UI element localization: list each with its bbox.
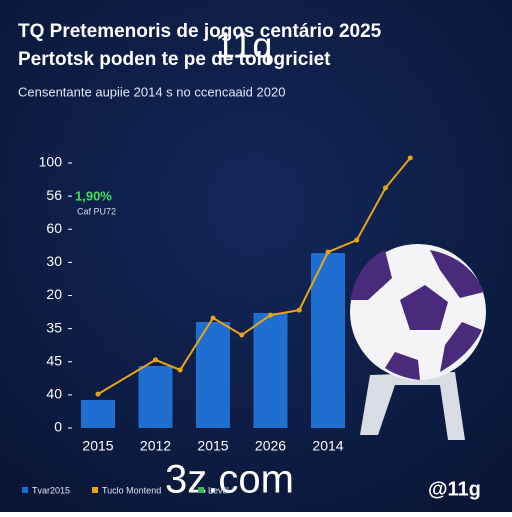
watermark: 3z.com: [165, 458, 294, 502]
bar: [196, 322, 230, 428]
y-tick-label: 56: [46, 187, 62, 203]
watermark: @11g: [428, 478, 481, 500]
line-point: [383, 185, 388, 191]
y-tick-label: 45: [46, 352, 62, 368]
line-point: [407, 155, 413, 161]
bar: [81, 399, 115, 428]
subtitle: Censentante aupiie 2014 s no ccencaaid 2…: [18, 84, 285, 99]
y-tick-label: 35: [46, 319, 62, 335]
line-point: [153, 357, 158, 363]
line-point: [268, 312, 273, 318]
legend-swatch: [92, 487, 98, 493]
soccer-ball: [350, 244, 486, 440]
x-tick-label: 2015: [82, 438, 113, 454]
annotation: Caf PU72: [77, 206, 116, 216]
x-tick-label: 2015: [197, 438, 228, 454]
y-tick-label: 60: [46, 220, 62, 236]
legend-swatch: [22, 487, 28, 493]
legend-label: Levtil: [208, 485, 229, 495]
line-point: [325, 249, 331, 255]
x-tick-label: 2012: [140, 438, 171, 454]
line-point: [210, 315, 216, 321]
chart-title: Pertotsk poden te pe de tologriciet: [18, 49, 331, 70]
line-point: [239, 332, 245, 338]
x-tick-label: 2014: [312, 438, 343, 454]
y-tick-label: 0: [54, 419, 62, 435]
y-tick-label: 40: [46, 386, 62, 402]
annotation: 1,90%: [75, 188, 112, 203]
line-point: [95, 391, 101, 397]
legend-swatch: [198, 487, 204, 493]
y-tick-label: 100: [39, 154, 63, 170]
bar: [311, 253, 345, 428]
watermark: 11q: [215, 25, 272, 66]
y-tick-label: 30: [46, 253, 62, 269]
bar: [253, 312, 288, 428]
legend-label: Tvar2015: [32, 485, 70, 495]
line-point: [296, 307, 302, 313]
bar: [138, 365, 173, 428]
legend-label: Tuclo Montend: [102, 485, 161, 495]
chart-title: TQ Pretemenoris de jogos centário 2025: [18, 21, 382, 42]
x-tick-label: 2026: [255, 438, 286, 454]
line-point: [354, 237, 360, 243]
line-point: [177, 367, 183, 373]
y-tick-label: 20: [46, 286, 62, 302]
